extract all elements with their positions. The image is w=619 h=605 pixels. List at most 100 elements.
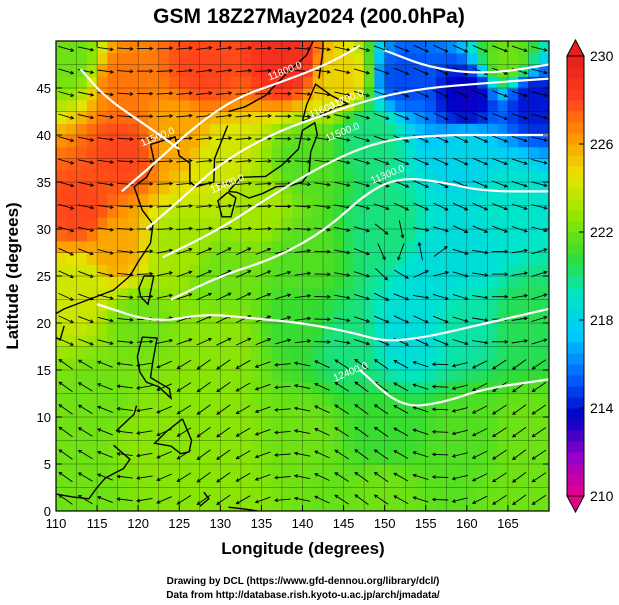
streamline-arrowhead: [69, 319, 74, 324]
streamline-arrowhead: [503, 229, 508, 233]
heatmap-cell: [148, 487, 160, 500]
streamline-arrowhead: [523, 228, 528, 233]
heatmap-cell: [86, 393, 98, 406]
heatmap-cell: [261, 381, 273, 395]
heatmap-cell: [251, 99, 263, 113]
heatmap-cell: [158, 428, 170, 442]
streamline-arrowhead: [492, 478, 497, 483]
heatmap-cell: [343, 487, 355, 500]
colorbar-segment: [567, 441, 584, 453]
streamline: [492, 45, 508, 52]
streamline: [77, 204, 94, 209]
heatmap-cell: [66, 76, 78, 89]
heatmap-cell: [271, 299, 283, 312]
heatmap-cell: [497, 417, 509, 430]
streamline-arrowhead: [382, 256, 386, 261]
heatmap-cell: [507, 405, 519, 418]
streamline-arrowhead: [451, 431, 456, 436]
streamline-arrowhead: [169, 46, 174, 51]
heatmap-cell: [138, 370, 150, 383]
streamline: [413, 451, 429, 458]
streamline-arrowhead: [405, 93, 410, 98]
heatmap-cell: [199, 346, 211, 359]
streamline: [531, 248, 547, 255]
heatmap-cell: [364, 393, 375, 406]
heatmap-cell: [66, 52, 78, 66]
heatmap-cell: [497, 464, 509, 477]
heatmap-cell: [353, 76, 365, 89]
heatmap-cell: [374, 264, 386, 277]
heatmap-cell: [168, 358, 180, 371]
heatmap-cell: [56, 217, 67, 230]
heatmap-cell: [230, 182, 242, 195]
heatmap-cell: [138, 499, 150, 511]
heatmap-cell: [333, 417, 345, 430]
streamline-arrowhead: [334, 472, 339, 476]
heatmap-cell: [425, 299, 437, 312]
streamline-arrowhead: [188, 293, 193, 297]
heatmap-cell: [302, 99, 314, 113]
heatmap-cell: [127, 487, 139, 500]
heatmap-cell: [210, 252, 221, 265]
heatmap-cell: [364, 440, 375, 453]
heatmap-cell: [436, 205, 447, 218]
streamline-arrowhead: [307, 159, 312, 164]
heatmap-cell: [507, 146, 519, 160]
heatmap-cell: [394, 464, 406, 477]
x-tick-label: 155: [415, 516, 437, 531]
heatmap-cell: [302, 229, 314, 242]
streamline: [334, 382, 349, 392]
streamline-arrowhead: [543, 338, 548, 343]
heatmap-cell: [446, 323, 458, 336]
heatmap-cell: [456, 311, 468, 324]
streamline: [294, 137, 311, 140]
heatmap-cell: [117, 170, 129, 183]
heatmap-cell: [333, 358, 345, 371]
heatmap-cell: [281, 193, 293, 207]
heatmap-cell: [168, 158, 180, 171]
heatmap-cell: [189, 217, 201, 230]
heatmap-cell: [477, 229, 488, 242]
streamline: [177, 472, 192, 482]
heatmap-cell: [528, 311, 540, 324]
heatmap-cell: [528, 135, 540, 148]
heatmap-cell: [292, 358, 304, 371]
heatmap-cell: [456, 299, 468, 312]
streamline: [117, 430, 133, 434]
heatmap-cell: [56, 264, 67, 277]
heatmap-cell: [507, 88, 519, 101]
heatmap-cell: [281, 487, 293, 500]
heatmap-cell: [97, 393, 108, 406]
heatmap-cell: [538, 240, 549, 254]
streamline-arrowhead: [492, 388, 497, 392]
heatmap-cell: [97, 264, 108, 277]
heatmap-cell: [158, 440, 170, 453]
heatmap-cell: [148, 370, 160, 383]
streamline: [97, 473, 113, 481]
streamline-arrowhead: [287, 114, 292, 119]
heatmap-cell: [323, 393, 334, 406]
heatmap-cell: [466, 417, 478, 430]
heatmap-cell: [477, 358, 488, 371]
streamline: [334, 204, 350, 209]
heatmap-cell: [364, 64, 375, 77]
streamline: [117, 453, 133, 457]
heatmap-cell: [394, 370, 406, 383]
heatmap-cell: [456, 428, 468, 442]
heatmap-cell: [179, 405, 191, 418]
heatmap-cell: [117, 452, 129, 465]
streamline-arrowhead: [366, 160, 371, 165]
streamline: [314, 318, 331, 320]
heatmap-cell: [415, 440, 427, 453]
streamline: [512, 359, 527, 370]
heatmap-cell: [507, 370, 519, 383]
streamline-arrowhead: [149, 46, 154, 51]
streamline: [176, 271, 192, 278]
heatmap-cell: [66, 405, 78, 418]
heatmap-cell: [394, 381, 406, 395]
heatmap-cell: [538, 381, 549, 395]
heatmap-cell: [138, 405, 150, 418]
heatmap-cell: [251, 240, 263, 254]
streamline: [334, 449, 349, 460]
heatmap-cell: [107, 323, 119, 336]
